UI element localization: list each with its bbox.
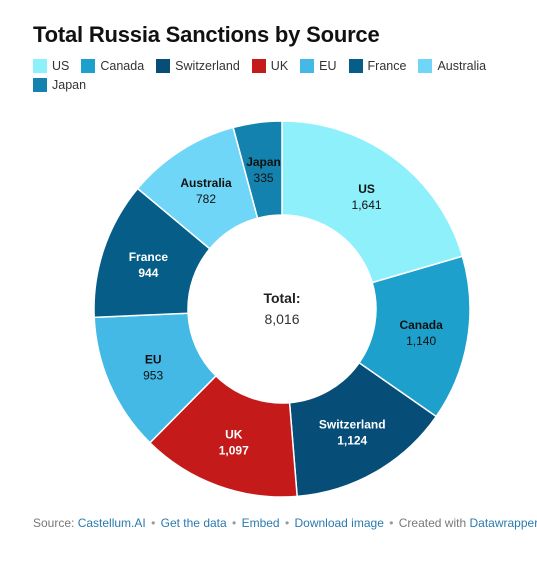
legend-label: France	[367, 59, 407, 73]
slice-japan[interactable]	[232, 120, 283, 220]
legend-swatch	[81, 59, 96, 73]
chart-legend: US Canada Switzerland UK EU France Australia Ja…	[33, 58, 503, 93]
chart-title: Total Russia Sanctions by Source	[33, 22, 380, 47]
source-link[interactable]: Castellum.AI	[77, 516, 146, 530]
slice-value-canada: 1,140	[406, 334, 436, 348]
legend-label: US	[52, 59, 70, 73]
created-with-text: Created with	[398, 516, 467, 530]
legend-item-canada: Canada	[81, 58, 144, 74]
slice-value-france: 944	[138, 266, 158, 280]
slice-value-us: 1,641	[352, 198, 382, 212]
download-image-link[interactable]: Download image	[294, 516, 384, 530]
get-data-link[interactable]: Get the data	[160, 516, 227, 530]
legend-item-switzerland: Switzerland	[156, 58, 240, 74]
footer: Source: Castellum.AI • Get the data • Em…	[33, 516, 537, 530]
legend-swatch	[348, 59, 363, 73]
slice-label-australia: Australia	[180, 176, 232, 190]
legend-item-uk: UK	[251, 58, 289, 74]
legend-swatch	[300, 59, 315, 73]
legend-item-japan: Japan	[33, 77, 86, 93]
embed-link[interactable]: Embed	[241, 516, 280, 530]
legend-swatch	[418, 59, 433, 73]
legend-label: EU	[319, 59, 337, 73]
slice-label-france: France	[129, 250, 169, 264]
slice-label-uk: UK	[225, 427, 243, 441]
slice-value-uk: 1,097	[219, 443, 249, 457]
total-value: 8,016	[264, 311, 299, 327]
slice-label-us: US	[358, 182, 375, 196]
legend-label: Australia	[437, 59, 487, 73]
legend-label: Japan	[52, 78, 87, 92]
slice-value-japan: 335	[254, 171, 274, 185]
legend-item-australia: Australia	[418, 58, 486, 74]
legend-swatch	[33, 59, 47, 73]
datawrapper-link[interactable]: Datawrapper	[469, 516, 537, 530]
slice-value-switzerland: 1,124	[337, 433, 367, 447]
legend-label: Switzerland	[175, 59, 240, 73]
legend-swatch	[33, 78, 47, 92]
legend-swatch	[251, 59, 266, 73]
slice-us[interactable]	[281, 120, 464, 284]
slice-label-canada: Canada	[399, 318, 443, 332]
legend-item-france: France	[348, 58, 407, 74]
slice-label-eu: EU	[145, 352, 162, 366]
slice-label-switzerland: Switzerland	[319, 417, 386, 431]
slice-value-eu: 953	[143, 368, 163, 382]
total-label: Total:	[263, 290, 300, 306]
legend-item-us: US	[33, 58, 69, 74]
slice-label-japan: Japan	[246, 155, 281, 169]
slice-value-australia: 782	[196, 192, 216, 206]
legend-swatch	[156, 59, 171, 73]
source-prefix: Source:	[33, 516, 75, 530]
legend-label: Canada	[100, 59, 145, 73]
legend-label: UK	[270, 59, 289, 73]
legend-item-eu: EU	[300, 58, 337, 74]
